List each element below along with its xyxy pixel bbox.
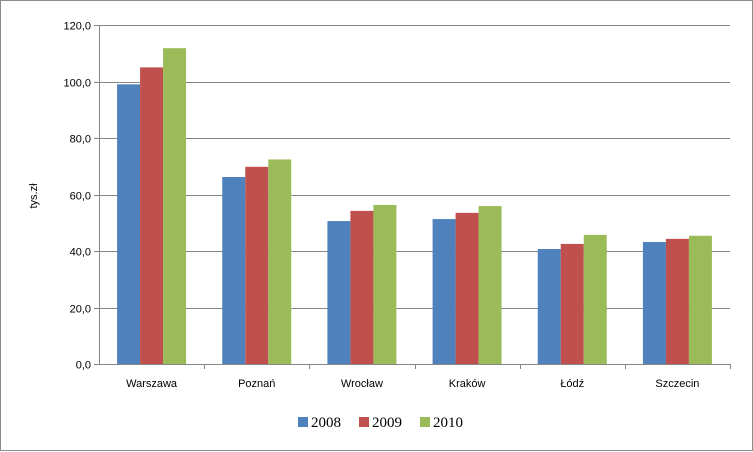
legend-swatch-2008 xyxy=(298,417,308,427)
bar-2008-2 xyxy=(327,221,351,364)
legend-swatch-2010 xyxy=(420,417,430,427)
y-tick-label-6: 120,0 xyxy=(63,21,91,33)
y-tick-labels: 0,0 20,0 40,0 60,0 80,0 100,0 120,0 xyxy=(63,21,91,372)
x-tick-label-3: Kraków xyxy=(449,378,486,390)
y-tick-label-5: 100,0 xyxy=(63,78,91,90)
bar-2009-1 xyxy=(245,166,269,364)
bar-2010-5 xyxy=(688,235,712,364)
x-tick-label-1: Poznań xyxy=(238,378,275,390)
bars xyxy=(117,48,712,364)
legend: 2008 2009 2010 xyxy=(298,415,463,431)
bar-2009-3 xyxy=(455,212,479,364)
y-tick-label-3: 60,0 xyxy=(70,191,91,203)
bar-2009-4 xyxy=(560,243,584,364)
bar-2008-3 xyxy=(432,219,456,364)
x-tick-label-2: Wrocław xyxy=(341,378,383,390)
bar-2008-4 xyxy=(537,249,561,364)
legend-label-2008: 2008 xyxy=(311,415,341,431)
bar-2010-4 xyxy=(583,234,607,364)
gridlines xyxy=(99,25,730,309)
bar-2008-0 xyxy=(117,84,141,364)
bar-2010-2 xyxy=(373,204,397,364)
x-tick-labels: Warszawa Poznań Wrocław Kraków Łódź Szczecin xyxy=(126,378,699,390)
legend-label-2010: 2010 xyxy=(433,415,463,431)
axes xyxy=(94,25,731,369)
y-tick-label-0: 0,0 xyxy=(76,360,91,372)
bar-2009-5 xyxy=(665,238,689,364)
legend-label-2009: 2009 xyxy=(372,415,402,431)
y-axis-label: tys.zł xyxy=(28,183,40,209)
bar-2008-1 xyxy=(222,176,246,364)
bar-2010-1 xyxy=(268,159,292,364)
y-tick-label-1: 20,0 xyxy=(70,304,91,316)
bar-2008-5 xyxy=(642,241,666,364)
y-tick-label-4: 80,0 xyxy=(70,134,91,146)
legend-swatch-2009 xyxy=(359,417,369,427)
bar-2010-3 xyxy=(478,206,502,364)
x-tick-label-4: Łódź xyxy=(560,378,584,390)
bar-2009-2 xyxy=(350,210,374,364)
y-tick-label-2: 40,0 xyxy=(70,247,91,259)
bar-2009-0 xyxy=(140,67,164,364)
bar-2010-0 xyxy=(163,48,187,364)
x-tick-label-5: Szczecin xyxy=(655,378,699,390)
x-tick-label-0: Warszawa xyxy=(126,378,178,390)
